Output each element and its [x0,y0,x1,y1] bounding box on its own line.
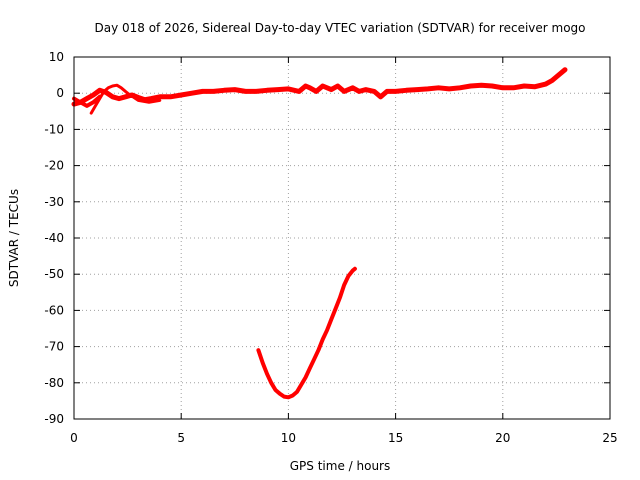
y-tick-label: -50 [44,267,64,281]
y-axis-label: SDTVAR / TECUs [7,189,21,287]
sdtvar-chart: Day 018 of 2026, Sidereal Day-to-day VTE… [0,0,640,480]
y-tick-label: 0 [56,86,64,100]
x-tick-label: 15 [388,431,403,445]
y-tick-label: -80 [44,376,64,390]
x-tick-label: 25 [602,431,617,445]
y-tick-label: -70 [44,340,64,354]
y-tick-label: -40 [44,231,64,245]
x-axis-label: GPS time / hours [290,459,391,473]
y-tick-label: -90 [44,412,64,426]
x-tick-label: 10 [281,431,296,445]
y-tick-label: 10 [49,50,64,64]
chart-title: Day 018 of 2026, Sidereal Day-to-day VTE… [94,21,585,35]
y-tick-label: -20 [44,159,64,173]
x-tick-label: 0 [70,431,78,445]
chart-background [0,0,640,480]
x-tick-label: 20 [495,431,510,445]
y-tick-label: -10 [44,122,64,136]
x-tick-label: 5 [177,431,185,445]
y-tick-label: -30 [44,195,64,209]
y-tick-label: -60 [44,303,64,317]
